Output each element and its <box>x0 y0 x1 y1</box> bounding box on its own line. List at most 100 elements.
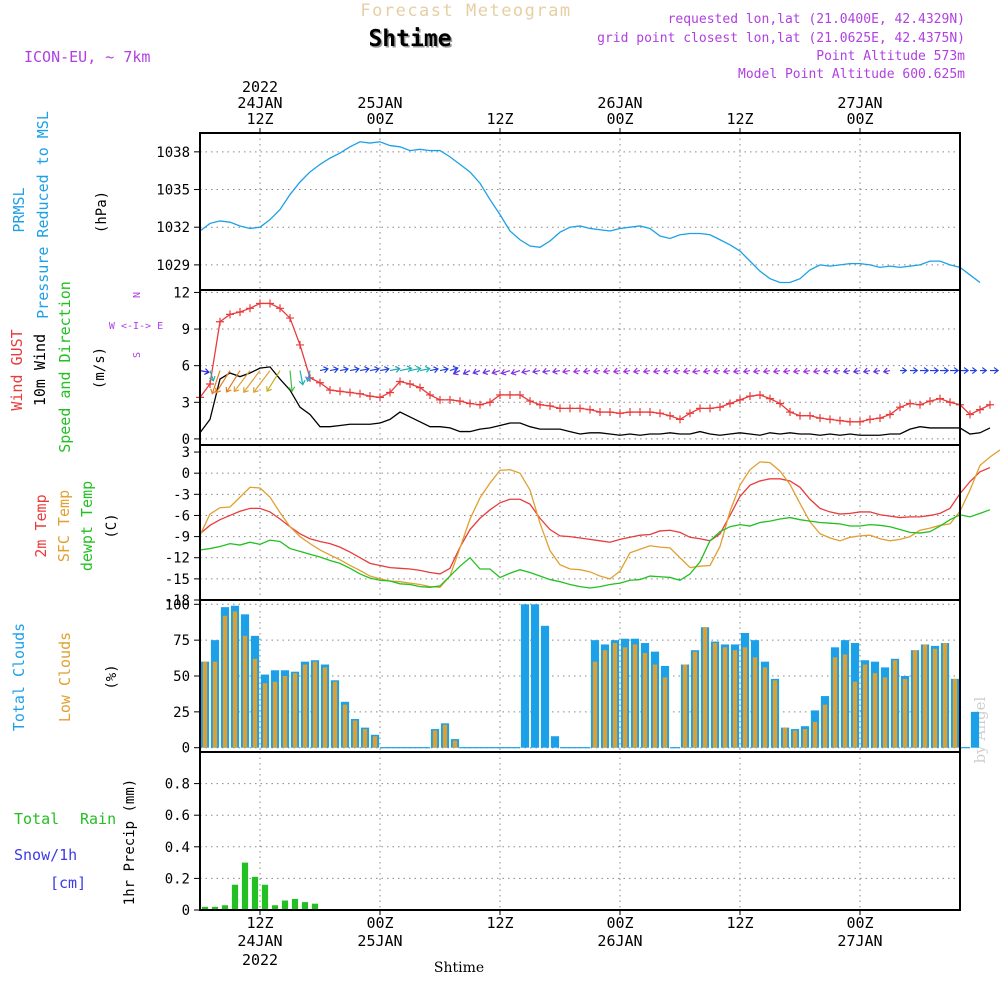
wind-arrow-head <box>288 386 296 393</box>
bottom-axis-time: 12Z <box>246 914 273 932</box>
wind-arrow-head <box>424 365 431 373</box>
wind-arrow <box>552 369 561 373</box>
bottom-axis-date1: 25JAN <box>357 932 402 950</box>
gust-marker <box>426 390 434 399</box>
bar-low-clouds <box>902 678 908 748</box>
bar-low-clouds <box>762 667 768 748</box>
series-wind-gust <box>199 302 991 423</box>
ytick-label: 1029 <box>156 258 190 274</box>
gust-marker <box>346 388 354 397</box>
wind-arrow-head <box>210 388 217 395</box>
ytick-label: 12 <box>173 285 190 301</box>
ytick-label: 1032 <box>156 220 190 236</box>
gust-marker <box>456 397 464 406</box>
wind-arrow <box>233 370 251 392</box>
wind-arrow-head <box>510 368 517 376</box>
gust-marker <box>686 409 694 418</box>
gust-marker <box>486 398 494 407</box>
wind-arrow-head <box>652 367 659 375</box>
wind-arrow <box>683 369 691 373</box>
gust-marker <box>666 411 674 420</box>
bar-low-clouds <box>872 673 878 748</box>
wind-arrow-head <box>742 367 749 375</box>
bar-low-clouds <box>682 664 688 748</box>
gust-marker <box>786 408 794 417</box>
wind-arrow <box>329 368 339 372</box>
wind-arrow-head <box>993 367 1000 375</box>
wind-arrow-head <box>602 367 609 375</box>
gridpoint-coords: grid point closest lon,lat (21.0625E, 42… <box>597 31 965 46</box>
bar-low-clouds <box>702 627 708 748</box>
wind-arrow-head <box>531 367 538 375</box>
bar-low-clouds <box>792 730 798 748</box>
gust-marker <box>246 304 254 313</box>
wind-arrow <box>349 368 359 372</box>
ytick-label: 50 <box>173 669 190 685</box>
bar-low-clouds <box>782 727 788 748</box>
wind-arrow <box>863 369 871 373</box>
top-axis-date2: 25JAN <box>357 94 402 112</box>
top-axis-time: 12Z <box>726 110 753 128</box>
wind-arrow <box>199 369 209 373</box>
top-axis-time: 12Z <box>486 110 513 128</box>
wind-arrow-head <box>500 368 507 376</box>
gust-marker <box>476 400 484 409</box>
bar-low-clouds <box>602 650 608 748</box>
gust-marker <box>576 404 584 413</box>
gust-marker <box>386 388 394 397</box>
plot-area: 1029103210351038036912-18-15-12-9-6-3030… <box>156 78 1000 969</box>
compass-legend: N W <-I-> E S <box>109 292 163 358</box>
wind-arrow <box>643 369 651 373</box>
label-precip: 1hr Precip (mm) <box>122 779 138 905</box>
panel-labels: PRMSL Pressure Reduced to MSL (hPa) Wind… <box>8 111 163 905</box>
wind-arrow <box>339 368 349 372</box>
wind-arrow <box>429 368 439 372</box>
bar-low-clouds <box>852 681 858 748</box>
wind-arrow-head <box>443 366 449 374</box>
ytick-label: 0.8 <box>165 777 190 793</box>
wind-arrow-head <box>971 367 978 375</box>
ytick-label: 0 <box>182 741 190 757</box>
wind-arrow <box>501 369 511 374</box>
ytick-label: 6 <box>182 359 190 375</box>
wind-arrow-head <box>374 366 380 373</box>
requested-coords: requested lon,lat (21.0400E, 42.4329N) <box>668 12 965 27</box>
bar-low-clouds <box>322 667 328 748</box>
wind-arrow <box>542 369 551 373</box>
wind-arrow <box>266 370 281 392</box>
bar-low-clouds <box>882 677 888 748</box>
bar-low-clouds <box>212 661 218 748</box>
gust-marker <box>916 400 924 409</box>
wind-arrow-head <box>215 387 222 394</box>
bar-1hr-precip <box>291 898 299 910</box>
wind-arrow-head <box>812 367 819 375</box>
gust-marker <box>226 310 234 319</box>
label-2m-temp: 2m Temp <box>32 494 50 557</box>
ytick-label: -15 <box>165 572 190 588</box>
wind-arrow <box>623 369 631 373</box>
bar-low-clouds <box>362 729 368 748</box>
bar-low-clouds <box>332 681 338 748</box>
bar-total-clouds <box>540 625 550 748</box>
gust-marker <box>606 408 614 417</box>
gust-marker <box>676 415 684 424</box>
wind-arrow <box>299 370 304 385</box>
bar-low-clouds <box>732 650 738 748</box>
gust-marker <box>566 404 574 413</box>
wind-arrow <box>211 370 221 394</box>
ytick-label: 0.6 <box>165 808 190 824</box>
bar-low-clouds <box>352 720 358 748</box>
gust-marker <box>256 299 264 308</box>
bar-low-clouds <box>232 611 238 748</box>
bar-low-clouds <box>772 680 778 748</box>
label-rain: Rain <box>80 810 116 828</box>
wind-arrow <box>653 369 661 373</box>
wind-arrow-head <box>963 367 970 375</box>
bar-low-clouds <box>292 673 298 748</box>
wind-arrow <box>226 370 241 393</box>
label-prmsl: PRMSL <box>10 187 28 232</box>
wind-arrow-head <box>943 367 950 375</box>
label-total: Total <box>14 810 59 828</box>
ytick-label: 25 <box>173 705 190 721</box>
bar-1hr-precip <box>281 900 289 910</box>
